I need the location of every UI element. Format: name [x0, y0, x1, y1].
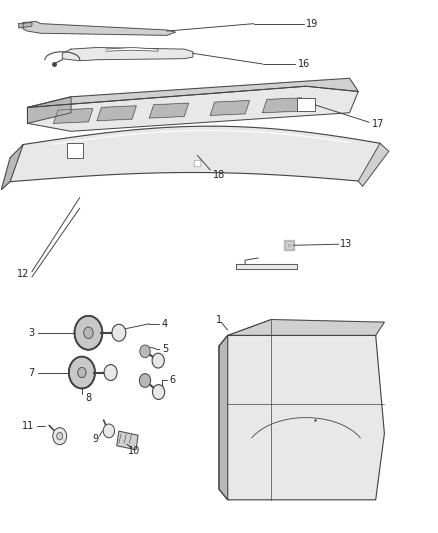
Text: 9: 9	[92, 434, 98, 444]
Text: 10: 10	[128, 446, 140, 456]
Circle shape	[78, 367, 86, 378]
Text: 3: 3	[28, 328, 34, 338]
Circle shape	[112, 324, 126, 341]
Polygon shape	[28, 86, 358, 131]
Text: 7: 7	[28, 368, 34, 377]
Text: 17: 17	[372, 119, 384, 130]
Circle shape	[152, 385, 165, 399]
Polygon shape	[219, 335, 228, 500]
Polygon shape	[1, 144, 23, 190]
Polygon shape	[28, 78, 358, 108]
Text: 4: 4	[162, 319, 168, 329]
Circle shape	[152, 353, 164, 368]
Circle shape	[84, 327, 93, 338]
Text: 1: 1	[216, 314, 222, 325]
Polygon shape	[62, 47, 193, 61]
Bar	[297, 98, 315, 111]
Circle shape	[139, 374, 151, 387]
Polygon shape	[262, 98, 302, 113]
Circle shape	[104, 365, 117, 381]
Polygon shape	[358, 143, 389, 187]
Circle shape	[53, 427, 67, 445]
Text: 11: 11	[22, 421, 35, 431]
Text: 13: 13	[340, 239, 353, 249]
Text: 6: 6	[170, 375, 176, 385]
Polygon shape	[53, 109, 93, 123]
Polygon shape	[237, 264, 297, 269]
Text: 19: 19	[307, 19, 319, 29]
Polygon shape	[219, 335, 385, 500]
Polygon shape	[210, 101, 250, 115]
Polygon shape	[19, 22, 32, 28]
Circle shape	[69, 357, 95, 389]
Text: 18: 18	[213, 171, 225, 180]
Text: 16: 16	[298, 59, 310, 69]
Polygon shape	[149, 103, 188, 118]
Polygon shape	[228, 319, 385, 335]
Polygon shape	[106, 47, 158, 51]
Polygon shape	[10, 126, 380, 182]
Circle shape	[74, 316, 102, 350]
Text: 5: 5	[162, 344, 168, 354]
Bar	[117, 431, 138, 450]
Polygon shape	[23, 21, 176, 35]
Polygon shape	[28, 97, 71, 123]
Circle shape	[57, 432, 63, 440]
Circle shape	[140, 345, 150, 358]
Polygon shape	[97, 106, 136, 120]
Bar	[67, 143, 83, 158]
Text: 8: 8	[85, 393, 92, 403]
Text: 12: 12	[17, 270, 29, 279]
Circle shape	[103, 424, 115, 438]
